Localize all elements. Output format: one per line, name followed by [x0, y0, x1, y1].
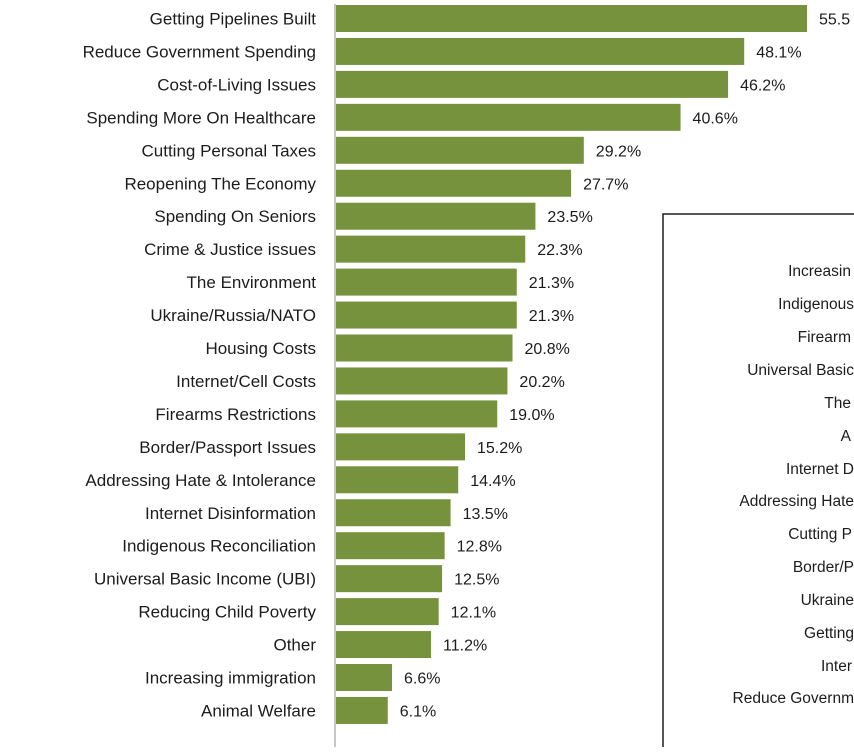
bar: [336, 70, 729, 98]
bar: [336, 664, 393, 691]
category-label: The Environment: [187, 273, 317, 292]
value-label: 12.8%: [457, 539, 502, 556]
category-labels-group: Getting Pipelines Built Reduce Government…: [83, 10, 317, 721]
value-label: 12.1%: [451, 605, 496, 622]
bar: [336, 334, 513, 362]
category-label: Reopening The Economy: [124, 174, 316, 193]
value-label: 27.7%: [583, 176, 628, 193]
inset-labels-group: Increasin Indigenous Firearm Universal Basi…: [733, 263, 854, 707]
value-label: 12.5%: [454, 572, 499, 589]
value-label: 20.8%: [525, 341, 570, 358]
value-label: 11.2%: [443, 638, 487, 655]
value-label: 48.1%: [756, 44, 801, 61]
main-bar-chart: Getting Pipelines Built Reduce Government…: [83, 4, 850, 747]
bar: [336, 565, 443, 593]
value-label: 29.2%: [596, 143, 641, 160]
inset-category-label: Cutting P: [788, 526, 852, 543]
inset-category-label: A: [841, 428, 852, 445]
category-label: Housing Costs: [205, 339, 316, 358]
bar: [336, 433, 465, 461]
inset-category-label: Universal Basic: [747, 362, 854, 379]
category-label: Increasing immigration: [145, 669, 316, 688]
value-label: 40.6%: [693, 110, 738, 127]
value-label: 20.2%: [519, 374, 564, 391]
inset-category-label: Border/P: [793, 559, 854, 576]
bar: [336, 499, 451, 527]
bar: [336, 696, 388, 724]
inset-category-label: Increasin: [788, 263, 851, 280]
value-label: 21.3%: [529, 275, 574, 292]
inset-category-label: Getting: [804, 625, 854, 642]
inset-category-label: Internet D: [786, 461, 854, 478]
value-label: 22.3%: [537, 242, 582, 259]
inset-category-label: Indigenous: [778, 296, 854, 313]
bar: [336, 136, 584, 164]
value-label: 6.1%: [400, 703, 436, 720]
bar: [336, 400, 498, 428]
value-label: 6.6%: [404, 671, 440, 688]
inset-category-label: The: [824, 395, 851, 412]
inset-chart-frame: [662, 213, 854, 752]
inset-chart: Increasin Indigenous Firearm Universal Basi…: [662, 213, 854, 752]
value-labels-group: 55.5 48.1% 46.2%40.6% 29.2% 27.7% 23.5% 22.3% 2…: [400, 12, 850, 721]
category-label: Addressing Hate & Intolerance: [85, 471, 316, 490]
value-label: 14.4%: [470, 473, 515, 490]
category-label: Spending On Seniors: [154, 207, 316, 226]
value-label: 21.3%: [529, 308, 574, 325]
bar: [336, 598, 439, 626]
category-label: Ukraine/Russia/NATO: [150, 306, 316, 325]
bar: [336, 466, 459, 494]
bar: [336, 367, 508, 395]
category-label: Animal Welfare: [201, 701, 316, 720]
value-label: 55.5: [819, 12, 850, 29]
value-label: 23.5%: [547, 209, 592, 226]
category-label: Border/Passport Issues: [139, 438, 316, 457]
value-label: 46.2%: [740, 77, 785, 94]
category-label: Other: [273, 636, 316, 655]
bar: [336, 301, 517, 329]
bars-group: [336, 5, 807, 724]
bar: [336, 5, 807, 32]
inset-category-label: Addressing Hate: [739, 493, 854, 510]
inset-category-label: Firearm: [798, 329, 851, 346]
category-label: Internet/Cell Costs: [176, 372, 316, 391]
category-label: Firearms Restrictions: [155, 405, 316, 424]
inset-category-label: Ukraine: [801, 592, 854, 609]
category-label: Cutting Personal Taxes: [141, 141, 316, 160]
bar: [336, 169, 572, 197]
bar: [336, 268, 517, 296]
category-label: Crime & Justice issues: [144, 240, 316, 259]
value-label: 13.5%: [463, 506, 508, 523]
bar: [336, 235, 526, 263]
bar: [336, 532, 445, 560]
category-label: Spending More On Healthcare: [86, 108, 316, 127]
inset-category-label: Inter: [821, 658, 852, 675]
inset-category-label: Reduce Governm: [733, 690, 854, 707]
category-label: Cost-of-Living Issues: [157, 75, 316, 94]
bar: [336, 202, 536, 230]
value-label: 15.2%: [477, 440, 522, 457]
value-label: 19.0%: [509, 407, 554, 424]
category-label: Universal Basic Income (UBI): [94, 570, 316, 589]
category-label: Reducing Child Poverty: [138, 603, 316, 622]
category-label: Getting Pipelines Built: [150, 10, 317, 29]
category-label: Reduce Government Spending: [83, 42, 316, 61]
bar: [336, 37, 745, 65]
bar: [336, 103, 681, 131]
bar: [336, 631, 432, 659]
category-label: Indigenous Reconciliation: [122, 537, 316, 556]
category-label: Internet Disinformation: [145, 504, 316, 523]
